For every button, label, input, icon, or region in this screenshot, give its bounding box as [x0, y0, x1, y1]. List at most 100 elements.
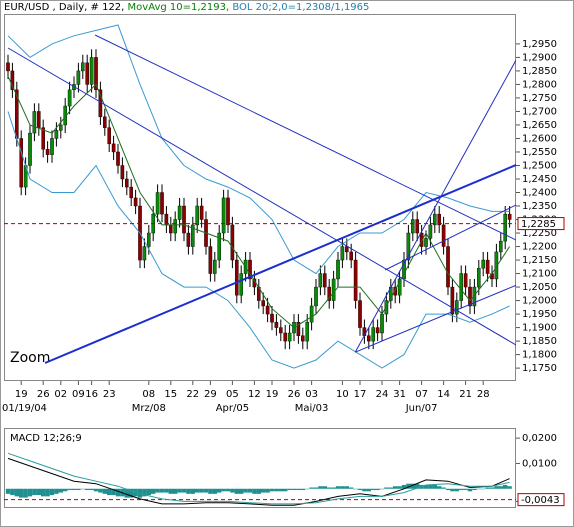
histogram-bar	[208, 488, 213, 494]
x-tick-label: 31	[393, 389, 406, 400]
histogram-bar	[142, 488, 147, 497]
candle-body	[459, 273, 464, 301]
histogram-bar	[450, 488, 455, 492]
candle-body	[384, 300, 389, 315]
candle-body	[182, 205, 186, 234]
reference-label: -0,0043	[521, 495, 560, 506]
histogram-bar	[93, 488, 99, 492]
candle-body	[499, 240, 503, 253]
candle-body	[353, 259, 358, 301]
candle-body	[67, 89, 72, 107]
histogram-bar	[32, 488, 37, 496]
candle-body	[349, 251, 354, 261]
y-tick-label: 1,2800	[522, 79, 557, 90]
macd-line	[7, 457, 510, 506]
histogram-bar	[432, 484, 437, 489]
indicator-line	[7, 111, 510, 369]
candle-body	[371, 327, 376, 342]
histogram-bar	[98, 488, 103, 493]
x-tick-label: 29	[204, 389, 217, 400]
trendline	[7, 47, 516, 346]
histogram-bar	[111, 488, 116, 496]
x-tick-label: 26	[37, 389, 50, 400]
histogram-bar	[300, 488, 305, 491]
candle-body	[190, 224, 195, 247]
histogram-bar	[23, 488, 28, 498]
histogram-bar	[265, 488, 270, 493]
main-plot	[4, 24, 516, 369]
date-label: Jun/07	[405, 403, 438, 414]
y-tick-label: 1,2700	[522, 106, 557, 117]
histogram-bar	[54, 488, 59, 494]
histogram-bar	[247, 488, 253, 493]
candle-body	[146, 232, 151, 247]
candle-body	[80, 62, 85, 72]
histogram-bar	[63, 488, 68, 492]
histogram-bar	[19, 488, 24, 498]
candle-body	[32, 111, 37, 134]
histogram-bar	[10, 488, 15, 496]
histogram-bar	[195, 488, 200, 493]
candle-body	[305, 321, 310, 342]
y-tick-label: 1,2950	[522, 39, 557, 50]
histogram-bar	[423, 484, 429, 489]
x-tick-label: 16	[85, 389, 98, 400]
x-tick-label: 09	[72, 389, 85, 400]
y-tick-label: 1,1950	[522, 309, 557, 320]
candle-body	[485, 259, 490, 274]
candle-body	[446, 246, 450, 288]
x-tick-label: 24	[376, 389, 389, 400]
candle-body	[160, 192, 164, 215]
candle-body	[10, 70, 15, 91]
histogram-bar	[221, 488, 226, 492]
trendline	[354, 59, 516, 353]
candle-body	[309, 305, 314, 323]
histogram-bar	[335, 486, 341, 489]
x-tick-label: 28	[477, 389, 490, 400]
histogram-bar	[151, 488, 156, 494]
candle-body	[318, 273, 323, 288]
y-tick-label: 1,2900	[522, 52, 557, 63]
trendline	[94, 34, 516, 241]
annotation: Zoom	[10, 350, 50, 366]
histogram-bar	[481, 488, 486, 490]
x-tick-label: 22	[186, 389, 199, 400]
date-label: 01/19/04	[2, 403, 47, 414]
histogram-bar	[173, 488, 178, 494]
candle-body	[76, 70, 81, 85]
candle-body	[393, 286, 398, 296]
candle-body	[428, 224, 433, 239]
main-panel	[4, 14, 516, 381]
candle-body	[230, 224, 235, 261]
histogram-bar	[507, 486, 512, 489]
histogram-bar	[159, 488, 165, 493]
x-tick-label: 23	[103, 389, 116, 400]
histogram-bar	[76, 488, 81, 491]
candle-body	[296, 321, 301, 336]
candle-body	[50, 138, 54, 155]
histogram-bar	[5, 488, 11, 494]
y-tick-label: 1,1900	[522, 323, 557, 334]
histogram-bar	[371, 488, 376, 491]
histogram-bar	[102, 488, 107, 494]
candle-body	[468, 286, 472, 307]
histogram-bar	[357, 488, 363, 491]
candle-body	[314, 286, 318, 307]
x-tick-label: 05	[226, 389, 239, 400]
histogram-bar	[472, 488, 477, 491]
histogram-bar	[441, 487, 446, 489]
histogram-bar	[503, 484, 508, 489]
y-tick-label: 0,0200	[522, 433, 557, 444]
histogram-bar	[45, 488, 50, 497]
title-main: EUR/USD , Daily, # 122,	[4, 2, 124, 13]
candle-body	[340, 246, 345, 261]
histogram-bar	[322, 486, 327, 489]
candle-body	[477, 267, 481, 288]
histogram-bar	[498, 486, 503, 489]
histogram-bar	[340, 486, 345, 489]
candle-body	[375, 327, 380, 334]
trendline	[44, 163, 516, 364]
histogram-bar	[459, 488, 464, 491]
candle-body	[6, 62, 10, 72]
candle-body	[406, 232, 411, 261]
